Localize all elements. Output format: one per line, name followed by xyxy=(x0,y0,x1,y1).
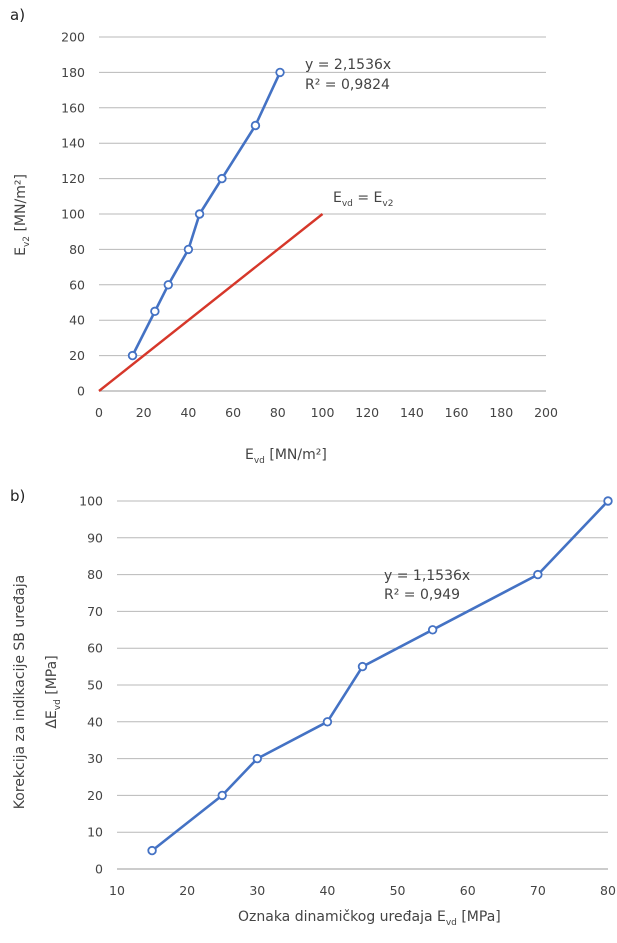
x-tick-label: 0 xyxy=(95,405,103,420)
y-axis-label-a: Ev2 [MN/m²] xyxy=(13,174,32,256)
data-point xyxy=(147,845,157,856)
y-tick-label: 0 xyxy=(77,384,85,399)
data-point xyxy=(217,790,227,801)
y-tick-label: 20 xyxy=(69,348,85,363)
x-tick-label: 30 xyxy=(249,883,265,898)
y-tick-label: 10 xyxy=(87,825,103,840)
panel-label-a: a) xyxy=(10,6,25,24)
data-point xyxy=(183,244,194,255)
y-tick-label: 160 xyxy=(61,100,85,115)
x-axis-label-b: Oznaka dinamičkog uređaja Evd [MPa] xyxy=(238,909,501,928)
y-tick-label: 60 xyxy=(87,641,103,656)
grid-b xyxy=(117,500,608,870)
y-tick-label: 100 xyxy=(61,207,85,222)
panel-label-b: b) xyxy=(10,487,25,505)
data-point xyxy=(163,280,173,290)
series-a xyxy=(98,67,324,392)
series-line xyxy=(98,213,324,392)
y-tick-label: 80 xyxy=(69,242,85,257)
x-tick-label: 180 xyxy=(489,405,513,420)
data-point xyxy=(150,306,160,317)
x-tick-label: 120 xyxy=(355,405,379,420)
y-tick-label: 20 xyxy=(87,788,103,803)
x-ticks-a: 0 20 40 60 80 100 120 140 160 180 200 xyxy=(95,405,558,420)
data-point xyxy=(275,67,285,78)
x-tick-label: 20 xyxy=(136,405,152,420)
x-tick-label: 10 xyxy=(109,883,125,898)
data-point xyxy=(322,717,333,727)
x-tick-label: 100 xyxy=(311,405,335,420)
y-tick-label: 100 xyxy=(79,494,103,509)
data-point xyxy=(194,209,205,219)
data-point xyxy=(127,350,138,361)
chart-b: b) 0 10 20 30 40 50 60 70 80 90 100 10 20 30 40 50 60 70… xyxy=(10,487,616,928)
y-ticks-b: 0 10 20 30 40 50 60 70 80 90 100 xyxy=(79,494,103,877)
y-axis-outer-label-b: Korekcija za indikacije SB uređaja xyxy=(12,575,28,809)
y-axis-label-b: ΔEvd [MPa] xyxy=(44,655,63,728)
x-tick-label: 80 xyxy=(600,883,616,898)
data-point xyxy=(427,625,438,635)
x-tick-label: 160 xyxy=(445,405,469,420)
y-tick-label: 80 xyxy=(87,567,103,582)
y-tick-label: 30 xyxy=(87,751,103,766)
x-tick-label: 60 xyxy=(225,405,241,420)
x-tick-label: 200 xyxy=(534,405,558,420)
y-tick-label: 200 xyxy=(61,30,85,45)
data-point xyxy=(252,753,262,764)
data-point xyxy=(217,173,227,184)
series-b xyxy=(147,496,613,856)
data-point xyxy=(250,120,261,131)
x-tick-label: 20 xyxy=(179,883,195,898)
y-tick-label: 180 xyxy=(61,65,85,80)
y-tick-label: 90 xyxy=(87,530,103,545)
y-ticks-a: 0 20 40 60 80 100 120 140 160 180 200 xyxy=(61,30,85,399)
series-line xyxy=(131,71,282,357)
y-tick-label: 70 xyxy=(87,604,103,619)
y-tick-label: 40 xyxy=(69,313,85,328)
fit-equation-b: y = 1,1536x xyxy=(384,568,470,584)
x-axis-label-a: Evd [MN/m²] xyxy=(245,447,327,466)
y-tick-label: 40 xyxy=(87,714,103,729)
data-point xyxy=(533,569,543,580)
data-point xyxy=(357,661,368,672)
x-tick-label: 40 xyxy=(319,883,335,898)
y-tick-label: 140 xyxy=(61,136,85,151)
x-tick-label: 80 xyxy=(270,405,286,420)
x-tick-label: 40 xyxy=(180,405,196,420)
fit-r2-a: R² = 0,9824 xyxy=(305,77,390,93)
data-point xyxy=(603,496,613,506)
y-tick-label: 0 xyxy=(95,862,103,877)
x-tick-label: 140 xyxy=(400,405,424,420)
x-ticks-b: 10 20 30 40 50 60 70 80 xyxy=(109,883,616,898)
series-line xyxy=(151,500,609,852)
y-tick-label: 50 xyxy=(87,678,103,693)
fit-r2-b: R² = 0,949 xyxy=(384,587,460,603)
chart-a: a) 0 20 40 60 80 100 120 140 160 180 200 0 20 40 60 80… xyxy=(10,6,558,466)
y-tick-label: 120 xyxy=(61,171,85,186)
x-tick-label: 60 xyxy=(460,883,476,898)
ref-line-label-a: Evd = Ev2 xyxy=(333,190,393,209)
x-tick-label: 70 xyxy=(530,883,546,898)
y-tick-label: 60 xyxy=(69,277,85,292)
x-tick-label: 50 xyxy=(390,883,406,898)
fit-equation-a: y = 2,1536x xyxy=(305,57,391,73)
